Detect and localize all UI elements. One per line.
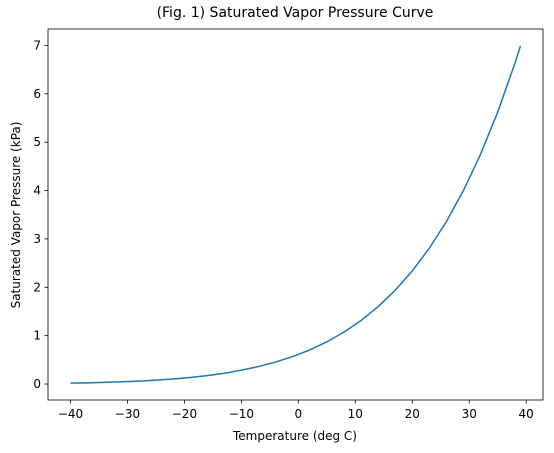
y-tick-label: 0	[33, 377, 41, 391]
x-tick-label: −20	[172, 407, 197, 421]
x-tick-label: −10	[229, 407, 254, 421]
x-tick-label: 10	[348, 407, 363, 421]
x-tick-label: −40	[58, 407, 83, 421]
y-tick-label: 4	[33, 184, 41, 198]
x-tick-label: 20	[405, 407, 420, 421]
x-tick-label: 0	[295, 407, 303, 421]
y-tick-label: 7	[33, 38, 41, 52]
y-tick-label: 2	[33, 280, 41, 294]
y-tick-label: 5	[33, 135, 41, 149]
x-tick-label: 30	[462, 407, 477, 421]
y-tick-label: 1	[33, 329, 41, 343]
y-tick-label: 6	[33, 87, 41, 101]
y-tick-label: 3	[33, 232, 41, 246]
y-axis-label: Saturated Vapor Pressure (kPa)	[9, 122, 23, 309]
x-axis-label: Temperature (deg C)	[232, 429, 357, 443]
chart-title: (Fig. 1) Saturated Vapor Pressure Curve	[157, 5, 434, 21]
axes-frame	[47, 28, 544, 401]
x-tick-label: −30	[115, 407, 140, 421]
data-line	[70, 45, 522, 384]
x-tick-label: 40	[519, 407, 534, 421]
